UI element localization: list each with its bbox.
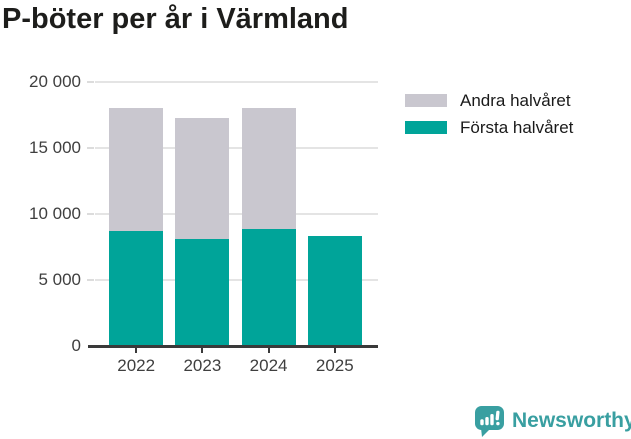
- gridline: [95, 213, 378, 215]
- legend-label-forsta-halvaret: Första halvåret: [460, 117, 574, 137]
- y-axis-tick-mark: [87, 213, 94, 215]
- legend-label-andra-halvaret: Andra halvåret: [460, 90, 571, 110]
- x-axis-label-2022: 2022: [117, 356, 156, 375]
- newsworthy-logo[interactable]: Newsworthy: [473, 403, 631, 438]
- legend-swatch-forsta-halvaret: [405, 121, 447, 134]
- y-axis-tick-mark: [87, 279, 94, 281]
- y-axis-tick-mark: [87, 81, 94, 83]
- x-axis-label-2025: 2025: [315, 356, 354, 375]
- x-axis-tick-mark: [201, 347, 204, 353]
- bar-segment-2022-andra-halvaret: [109, 108, 164, 232]
- x-axis-label-2023: 2023: [183, 356, 222, 375]
- x-axis-tick-mark: [333, 347, 336, 353]
- newsworthy-wordmark: Newsworthy: [512, 408, 631, 432]
- bar-segment-2023-forsta-halvaret: [175, 239, 230, 346]
- bar-segment-2024-forsta-halvaret: [241, 228, 296, 346]
- legend-item-andra-halvaret: Andra halvåret: [405, 87, 573, 114]
- gridline: [95, 279, 378, 281]
- y-axis-tick-label: 20 000: [29, 72, 81, 91]
- legend: Andra halvåret Första halvåret: [405, 87, 573, 141]
- gridline: [95, 81, 378, 83]
- y-axis-tick-label: 5 000: [38, 270, 81, 289]
- newsworthy-logo-icon: [475, 406, 504, 437]
- y-axis-tick-label: 0: [71, 336, 81, 355]
- y-axis-tick-label: 15 000: [29, 138, 81, 157]
- x-axis-line: [88, 345, 378, 348]
- bar-segment-2025-forsta-halvaret: [307, 236, 362, 346]
- bar-segment-2023-andra-halvaret: [175, 117, 230, 240]
- x-axis-tick-mark: [267, 347, 270, 353]
- legend-item-forsta-halvaret: Första halvåret: [405, 114, 573, 141]
- chart-title: P-böter per år i Värmland: [2, 3, 349, 35]
- gridline: [95, 147, 378, 149]
- legend-swatch-andra-halvaret: [405, 94, 447, 107]
- y-axis-tick-label: 10 000: [29, 204, 81, 223]
- x-axis-tick-mark: [135, 347, 138, 353]
- x-axis-label-2024: 2024: [249, 356, 288, 375]
- bar-segment-2022-forsta-halvaret: [109, 231, 164, 346]
- bar-segment-2024-andra-halvaret: [241, 108, 296, 229]
- y-axis-tick-mark: [87, 147, 94, 149]
